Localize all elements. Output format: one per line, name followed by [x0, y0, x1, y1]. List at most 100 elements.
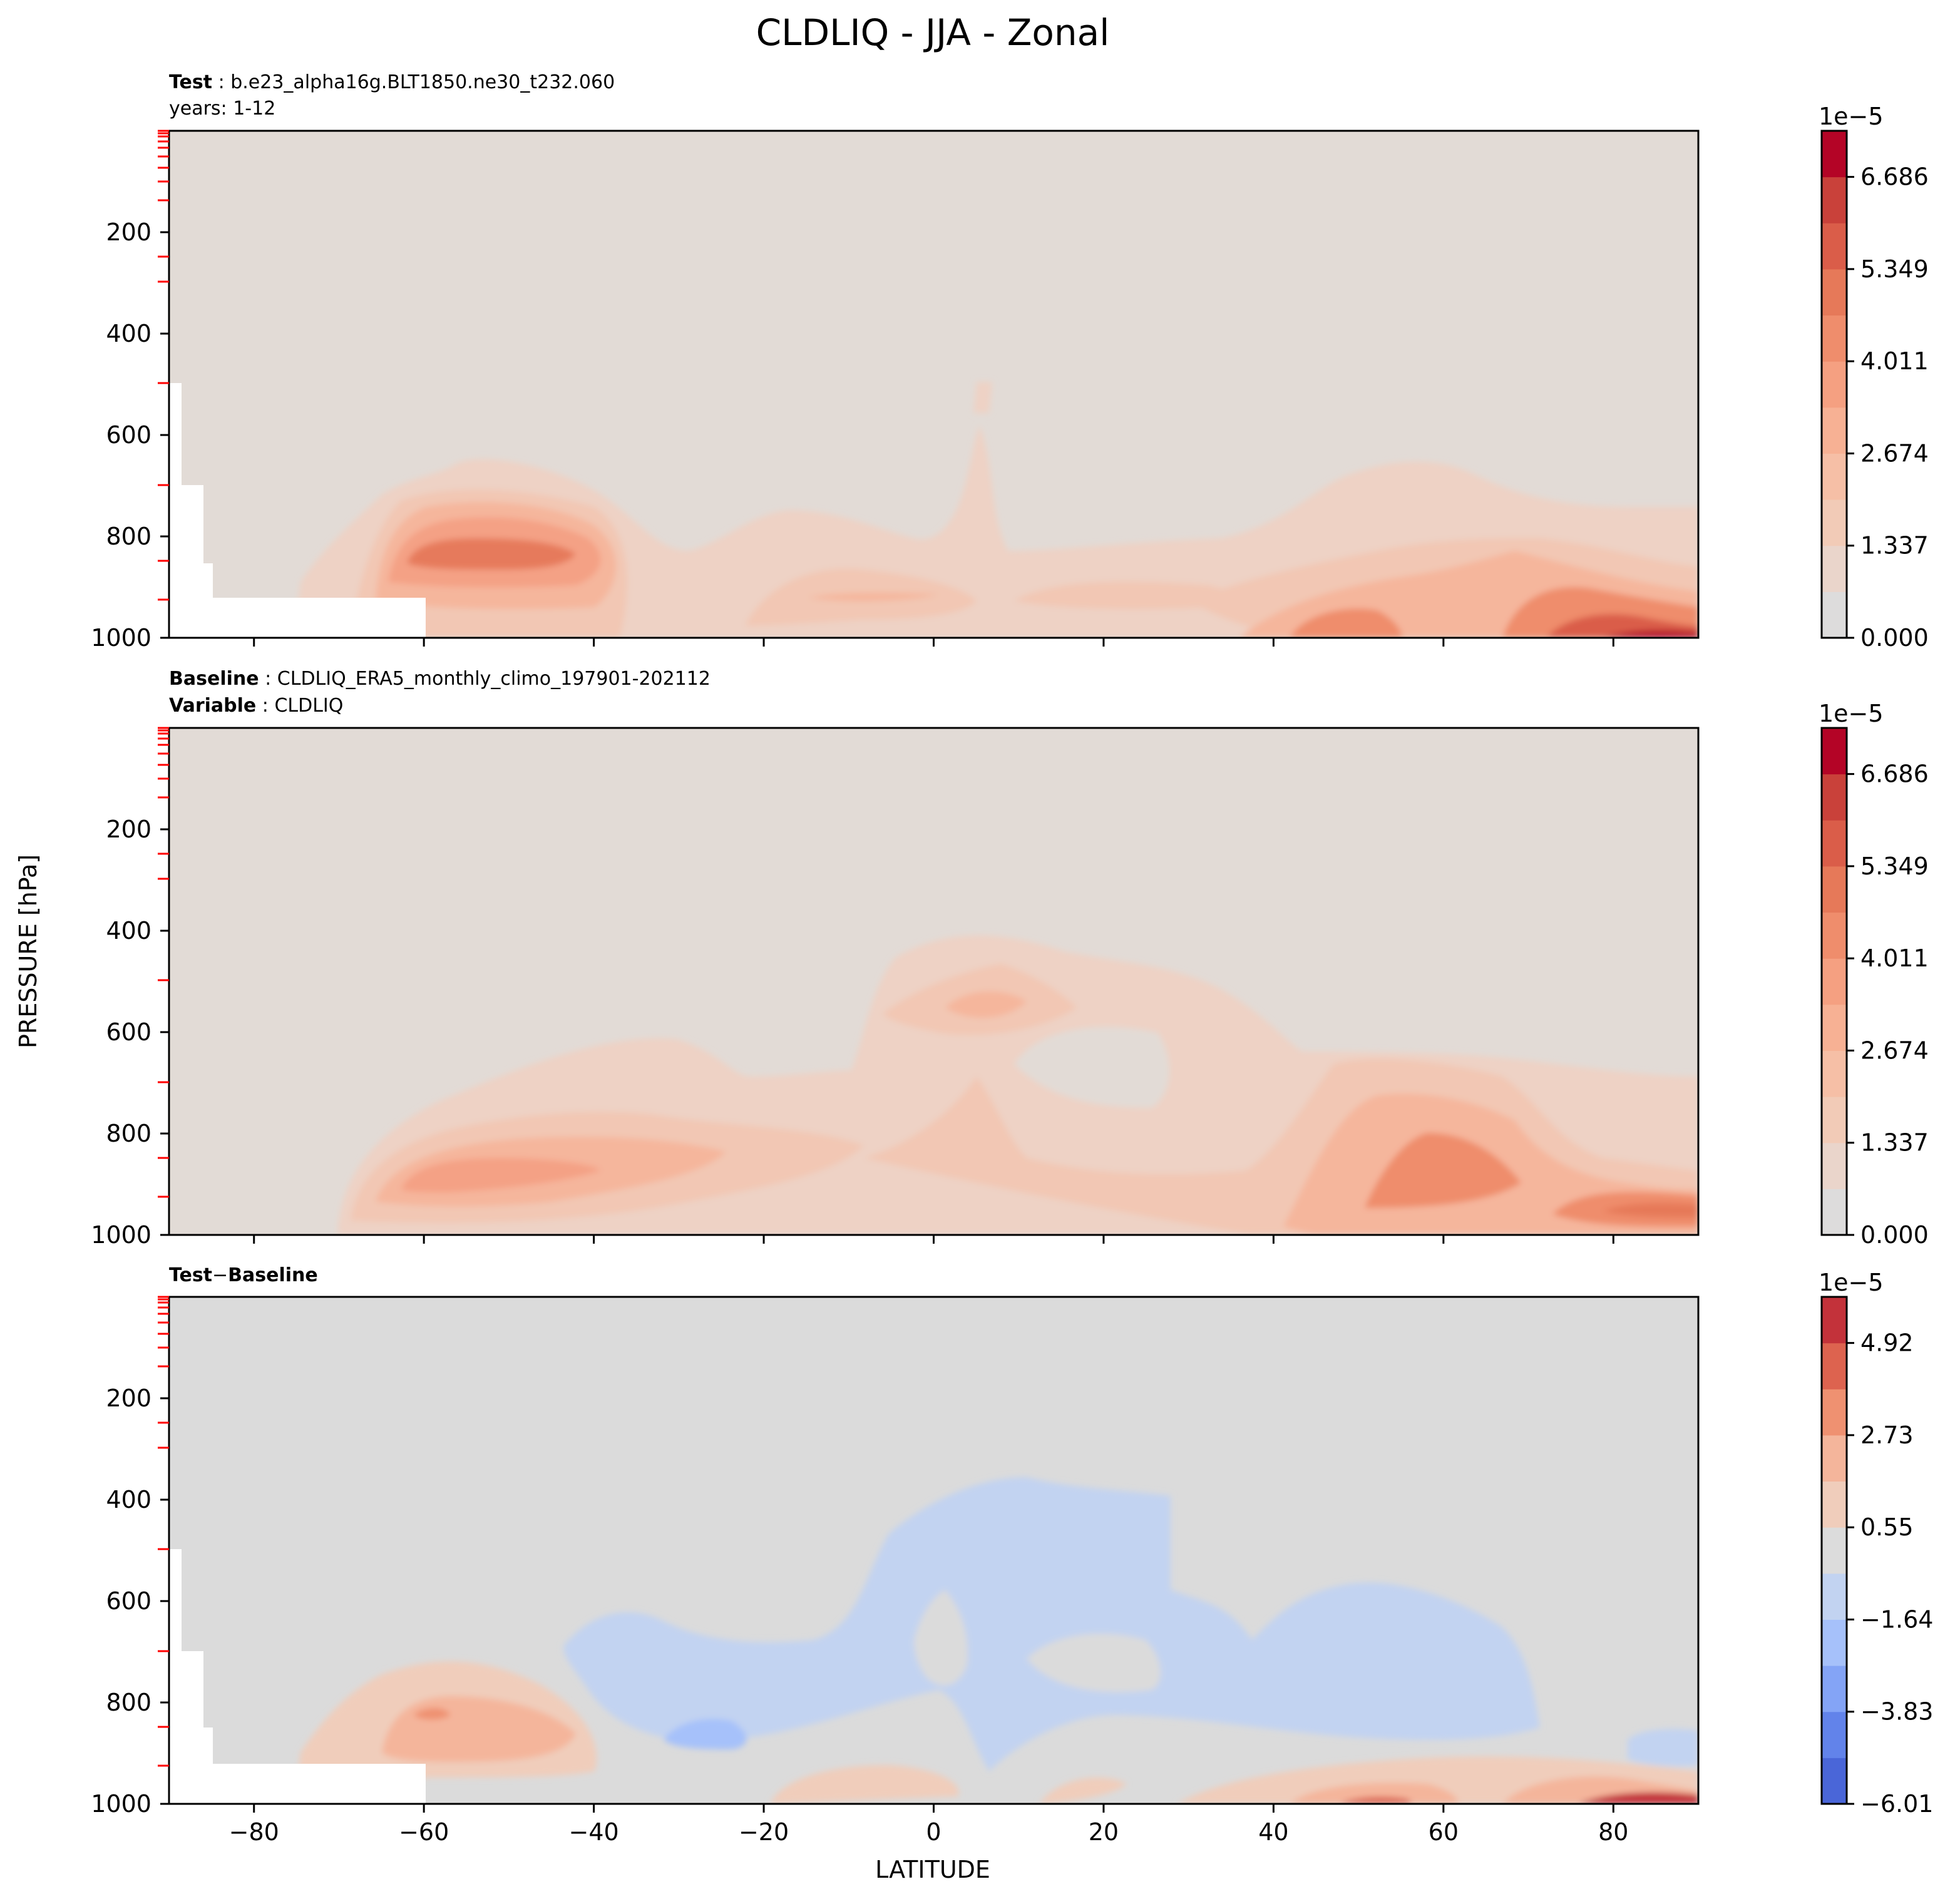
- panel-baseline-variable-label: Variable: [169, 695, 256, 717]
- missing-data-mask: [169, 383, 426, 638]
- colorbar-swatch: [1822, 177, 1847, 223]
- contour-gap: [914, 1590, 968, 1686]
- panel-test: Test : b.e23_alpha16g.BLT1850.ne30_t232.…: [91, 71, 1929, 652]
- colorbar-swatch: [1822, 1050, 1847, 1097]
- y-tick-label: 200: [106, 1385, 151, 1412]
- x-tick-label: 40: [1258, 1818, 1288, 1846]
- colorbar-swatch: [1822, 1573, 1847, 1620]
- colorbar-swatch: [1822, 1097, 1847, 1144]
- colorbar-swatch: [1822, 545, 1847, 592]
- colorbar-frame: [1820, 130, 1848, 639]
- y-tick-label: 1000: [91, 624, 151, 652]
- x-axis-ticks: [253, 638, 1614, 647]
- y-tick-label: 1000: [91, 1790, 151, 1818]
- colorbar-tick-label: 6.686: [1860, 760, 1929, 788]
- figure-title: CLDLIQ - JJA - Zonal: [756, 11, 1110, 54]
- colorbar-tick-label: 2.674: [1860, 1037, 1929, 1064]
- colorbar-swatch: [1822, 1711, 1847, 1758]
- panel-test-meta-label: Test: [169, 71, 212, 93]
- y-tick-label: 600: [106, 421, 151, 449]
- colorbar-swatch: [1822, 1527, 1847, 1574]
- panel-difference-operator: −: [212, 1264, 228, 1286]
- colorbar-swatch: [1822, 912, 1847, 959]
- contour-level-4: [401, 1158, 601, 1192]
- y-tick-label: 1000: [91, 1221, 151, 1249]
- colorbar-tick-label: −1.64: [1860, 1605, 1933, 1633]
- contour-positive-7: [1290, 1783, 1459, 1804]
- panel-baseline-variable-name: CLDLIQ: [274, 695, 343, 717]
- contour-level-2b: [808, 592, 939, 601]
- contour-level-4c: [1290, 608, 1402, 638]
- contour-level-3d: [945, 991, 1027, 1018]
- y-axis-ticks: 200 400 600 800 1000: [91, 1385, 169, 1818]
- contour-negative-2: [664, 1719, 747, 1749]
- y-axis-label: PRESSURE [hPa]: [14, 854, 42, 1048]
- x-tick-label: 80: [1598, 1818, 1628, 1846]
- contour-gap-b: [1027, 1634, 1161, 1692]
- colorbar-swatch: [1822, 1343, 1847, 1390]
- colorbar-exponent-label: 1e−5: [1819, 700, 1884, 727]
- panel-difference-test-label: Test: [169, 1264, 212, 1286]
- colorbar-exponent-label: 1e−5: [1819, 1269, 1884, 1296]
- colorbar-swatch: [1822, 315, 1847, 362]
- minor-tick-marks: [158, 130, 169, 601]
- x-tick-label: −60: [399, 1818, 449, 1846]
- colorbar-swatch: [1822, 1481, 1847, 1528]
- y-tick-label: 600: [106, 1587, 151, 1615]
- colorbar-tick-label: 5.349: [1860, 852, 1929, 880]
- x-tick-label: −80: [229, 1818, 279, 1846]
- colorbar-swatch: [1822, 1189, 1847, 1236]
- x-axis-ticks: −80 −60 −40 −20 0 20 40 60 80: [229, 1804, 1628, 1846]
- colorbar-tick-label: 6.686: [1860, 163, 1929, 191]
- y-tick-label: 200: [106, 816, 151, 843]
- colorbar-baseline: 0.000 1.337 2.674 4.011 5.349 6.686 1e−5: [1819, 700, 1929, 1249]
- colorbar-swatch: [1822, 1297, 1847, 1344]
- colorbar-swatch: [1822, 866, 1847, 913]
- colorbar-swatch: [1822, 1004, 1847, 1051]
- colorbar-swatch: [1822, 1758, 1847, 1804]
- colorbar-exponent-label: 1e−5: [1819, 103, 1884, 130]
- colorbar-tick-label: 0.000: [1860, 624, 1929, 652]
- colorbar-frame: [1820, 727, 1848, 1236]
- panel-baseline-meta-line2: Variable : CLDLIQ: [169, 695, 343, 717]
- x-tick-label: 0: [926, 1818, 941, 1846]
- x-tick-label: 60: [1429, 1818, 1459, 1846]
- colorbar-tick-label: 2.674: [1860, 439, 1929, 467]
- missing-data-mask: [169, 1549, 426, 1804]
- colorbar-swatch: [1822, 131, 1847, 178]
- panel-test-case-name: b.e23_alpha16g.BLT1850.ne30_t232.060: [230, 71, 615, 93]
- panel-difference-meta-line1: Test−Baseline: [169, 1264, 318, 1286]
- colorbar-swatch: [1822, 453, 1847, 500]
- contour-positive-5: [1039, 1778, 1127, 1804]
- colorbar-swatch: [1822, 223, 1847, 270]
- contour-positive-9: [1340, 1796, 1412, 1804]
- colorbar-tick-label: 1.337: [1860, 1129, 1929, 1157]
- minor-tick-marks: [158, 727, 169, 1198]
- y-tick-label: 200: [106, 218, 151, 246]
- contour-level-1e: [973, 382, 992, 413]
- panel-test-meta-line1: Test : b.e23_alpha16g.BLT1850.ne30_t232.…: [169, 71, 615, 93]
- y-tick-label: 800: [106, 523, 151, 550]
- colorbar-frame: [1820, 1296, 1848, 1805]
- colorbar-test: 0.000 1.337 2.674 4.011 5.349 6.686 1e−5: [1819, 103, 1929, 652]
- contour-level-4b: [1365, 1133, 1521, 1208]
- x-axis-ticks: [253, 1235, 1614, 1244]
- y-tick-label: 800: [106, 1120, 151, 1147]
- colorbar-difference: −6.01 −3.83 −1.64 0.55 2.73 4.92 1e−5: [1819, 1269, 1933, 1818]
- colorbar-tick-label: 4.011: [1860, 347, 1929, 375]
- y-tick-label: 400: [106, 917, 151, 944]
- contour-negative-1b: [1628, 1729, 1698, 1766]
- y-tick-label: 800: [106, 1689, 151, 1716]
- colorbar-swatch: [1822, 1666, 1847, 1712]
- colorbar-tick-label: −3.83: [1860, 1698, 1933, 1726]
- colorbar-swatch: [1822, 958, 1847, 1005]
- colorbar-tick-label: 5.349: [1860, 255, 1929, 283]
- y-axis-ticks: 200 400 600 800 1000: [91, 816, 169, 1249]
- colorbar-swatch: [1822, 269, 1847, 316]
- colorbar-swatch: [1822, 728, 1847, 775]
- colorbar-tick-label: 4.92: [1860, 1329, 1914, 1357]
- panel-baseline-meta-line1: Baseline : CLDLIQ_ERA5_monthly_climo_197…: [169, 668, 711, 690]
- contour-positive-4: [770, 1765, 959, 1804]
- y-tick-label: 400: [106, 320, 151, 347]
